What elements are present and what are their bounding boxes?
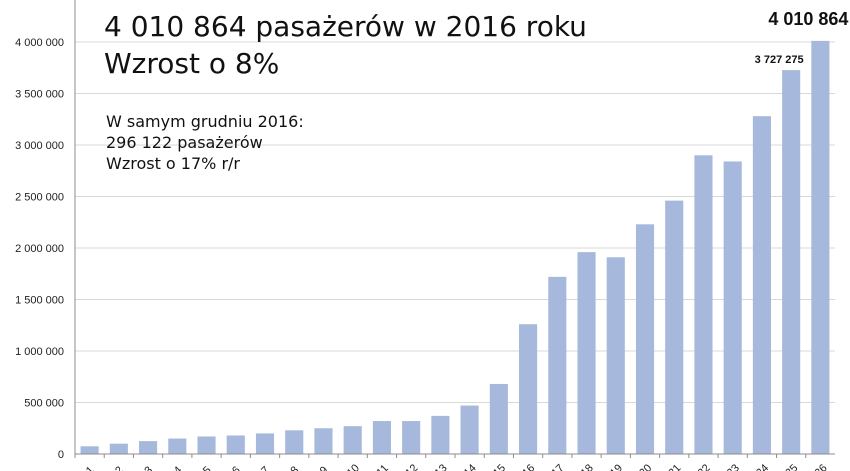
chart-subtitle: Wzrost o 8% [104,47,280,80]
bar [723,161,742,455]
x-tick-label: 18 [579,462,596,471]
x-tick-label: 12 [403,462,420,471]
y-tick-label: 1 000 000 [15,346,64,358]
bar [811,40,830,454]
bar [255,433,275,454]
x-tick-label: 15 [491,462,508,471]
y-tick-label: 1 500 000 [15,295,64,307]
bar [80,446,99,454]
bar [109,443,128,454]
x-tick-label: 25 [783,462,800,471]
x-axis: 1 2 3 4 5 6 7 8 9 10 11 12 13 14 15 16 17 18 19 20 21 22 23 24 2… [74,453,835,471]
y-tick-label: 4 000 000 [15,37,64,49]
bar [139,441,158,454]
annotation-line-3: Wzrost o 17% r/r [106,154,240,173]
bar [548,276,567,454]
x-tick-label: 26 [813,462,830,471]
bar [489,383,508,454]
x-tick-label: 17 [549,462,566,471]
x-tick-label: 16 [520,462,537,471]
bar [343,426,362,454]
y-tick-label: 3 000 000 [15,140,64,152]
x-tick-label: 22 [696,462,713,471]
x-tick-label: 14 [462,462,479,471]
bar [635,224,655,454]
bar [168,438,187,454]
x-tick-label: 13 [433,462,450,471]
x-tick-label: 9 [318,464,331,471]
gridlines [75,41,835,403]
x-tick-label: 19 [608,462,625,471]
x-tick-label: 20 [637,462,654,471]
bar [752,116,771,454]
bar [665,200,684,454]
bar [226,435,245,454]
bar [577,252,596,454]
chart-title: 4 010 864 pasażerów w 2016 roku [104,10,587,43]
x-tick-label: 3 [142,464,155,471]
bar [314,428,333,454]
bar [694,155,713,455]
y-axis: 0 500 000 1 000 000 1 500 000 2 000 000 2 500… [15,0,76,461]
annotation-line-1: W samym grudniu 2016: [106,112,304,131]
data-label: 4 010 864 [768,9,848,29]
bar [460,405,479,454]
x-tick-label: 11 [374,462,391,471]
x-tick-label: 10 [345,462,362,471]
x-tick-label: 2 [113,464,126,471]
bar [285,430,304,454]
bars [80,40,830,455]
x-tick-label: 5 [201,464,214,471]
x-tick-label: 6 [230,464,243,471]
bar [782,70,801,455]
bar [606,257,625,454]
annotation-line-2: 296 122 pasażerów [106,133,263,152]
data-labels: 3 727 275 4 010 864 [755,9,849,66]
x-tick-label: 21 [666,462,683,471]
bar [372,421,391,454]
data-label: 3 727 275 [755,54,804,66]
y-tick-label: 0 [58,449,64,461]
bar [431,415,450,454]
x-tick-label: 24 [754,462,771,471]
x-tick-label: 23 [725,462,742,471]
bar [402,421,421,454]
y-tick-label: 3 500 000 [15,89,64,101]
y-tick-label: 2 000 000 [15,243,64,255]
x-tick-label: 1 [84,464,97,471]
bar [197,436,216,454]
x-tick-label: 7 [259,464,272,471]
x-tick-label: 8 [289,464,302,471]
bar [519,324,538,454]
y-tick-label: 2 500 000 [15,192,64,204]
y-tick-label: 500 000 [24,398,64,410]
x-tick-label: 4 [172,464,185,471]
